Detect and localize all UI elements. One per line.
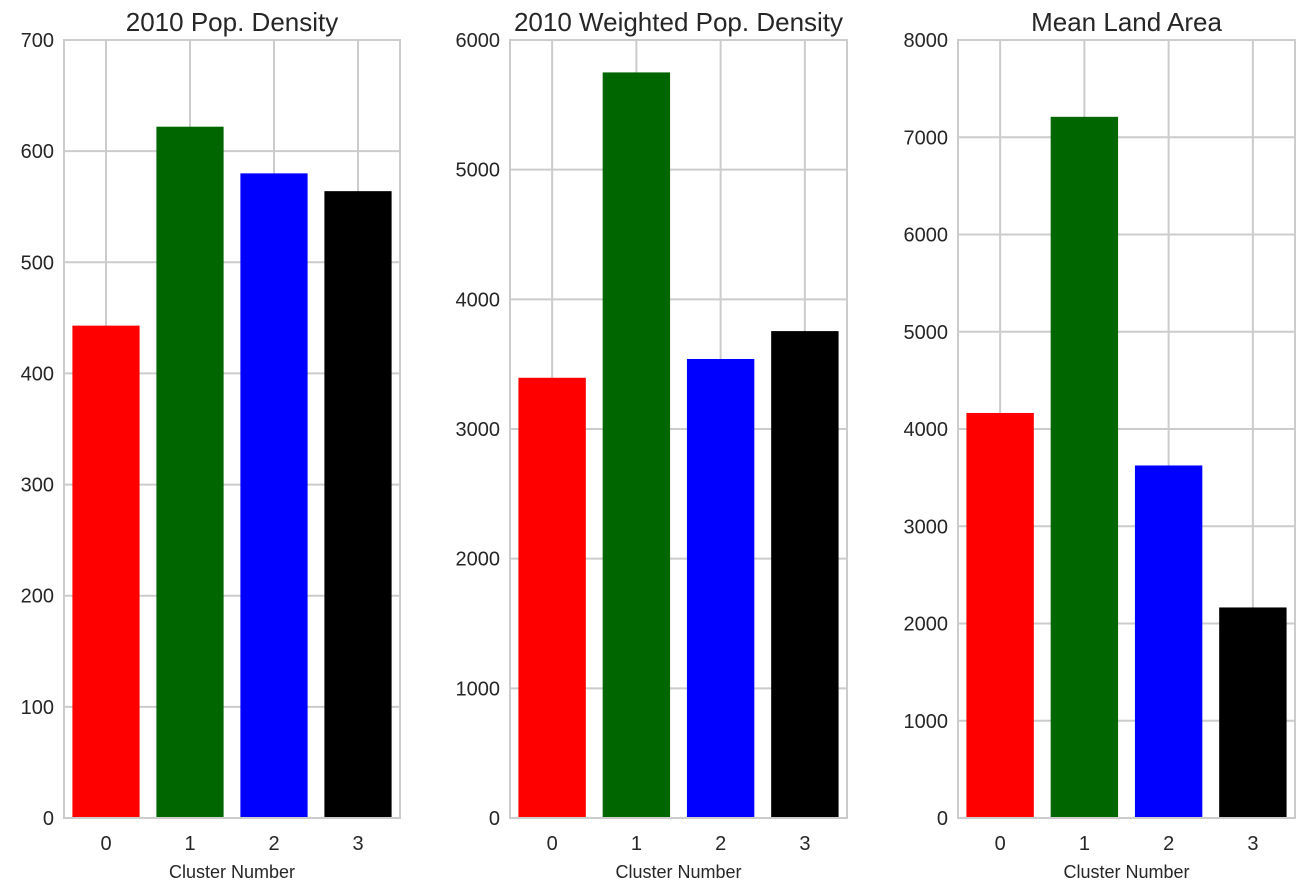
chart-title: 2010 Weighted Pop. Density [514, 7, 843, 37]
y-tick-label: 500 [21, 252, 54, 274]
chart-panel-0: 0 100 200 300 400 500 600 700 0 1 2 3 2010 Pop. Dens… [21, 7, 401, 882]
x-tick-label: 1 [631, 833, 642, 855]
bar-cluster-1 [156, 126, 224, 819]
y-tick-label: 0 [937, 808, 948, 830]
bar-cluster-0 [966, 412, 1034, 818]
bar-cluster-2 [1134, 465, 1203, 818]
bar-cluster-3 [324, 191, 392, 818]
chart-panel-1: 0 1000 2000 3000 4000 5000 6000 0 1 2 3 2010 Weight… [456, 7, 848, 882]
y-tick-label: 1000 [904, 711, 949, 733]
y-tick-label: 6000 [904, 225, 949, 247]
x-tick-label: 1 [1079, 833, 1090, 855]
y-tick-label: 400 [21, 363, 54, 385]
bar-cluster-1 [602, 72, 671, 818]
y-tick-label: 3000 [456, 419, 501, 441]
bar-cluster-2 [240, 173, 308, 818]
x-axis-label: Cluster Number [615, 862, 741, 882]
y-tick-label: 8000 [904, 30, 949, 52]
y-tick-label: 5000 [456, 160, 501, 182]
y-tick-label: 6000 [456, 30, 501, 52]
y-tick-label: 2000 [456, 549, 501, 571]
y-tick-label: 100 [21, 697, 54, 719]
bar-cluster-0 [72, 325, 140, 818]
x-tick-label: 1 [184, 833, 195, 855]
plot-frame [509, 39, 848, 819]
x-tick-label: 0 [995, 833, 1006, 855]
x-tick-label: 0 [547, 833, 558, 855]
y-tick-label: 0 [43, 808, 54, 830]
y-tick-label: 4000 [904, 419, 949, 441]
chart-panel-2: 0 1000 2000 3000 4000 5000 6000 7000 8000 0 1 2 3 Mea… [904, 7, 1296, 882]
bar-cluster-1 [1050, 116, 1119, 818]
bar-cluster-3 [1219, 607, 1287, 818]
y-tick-label: 1000 [456, 678, 501, 700]
plot-frame [63, 39, 401, 819]
x-tick-label: 0 [100, 833, 111, 855]
x-tick-label: 3 [352, 833, 363, 855]
y-tick-label: 5000 [904, 322, 949, 344]
x-tick-label: 3 [799, 833, 810, 855]
bar-cluster-3 [771, 331, 839, 818]
x-tick-label: 2 [715, 833, 726, 855]
bar-cluster-2 [686, 358, 755, 818]
x-tick-label: 2 [1163, 833, 1174, 855]
x-tick-label: 2 [268, 833, 279, 855]
y-tick-label: 7000 [904, 127, 949, 149]
chart-title: Mean Land Area [1031, 7, 1222, 37]
y-tick-label: 600 [21, 141, 54, 163]
x-axis-label: Cluster Number [1063, 862, 1189, 882]
y-tick-label: 0 [489, 808, 500, 830]
x-axis-label: Cluster Number [169, 862, 295, 882]
bar-cluster-0 [518, 377, 586, 818]
y-tick-label: 3000 [904, 516, 949, 538]
y-tick-label: 300 [21, 475, 54, 497]
plot-frame [957, 39, 1296, 819]
x-tick-label: 3 [1247, 833, 1258, 855]
y-tick-label: 4000 [456, 289, 501, 311]
y-tick-label: 2000 [904, 614, 949, 636]
chart-title: 2010 Pop. Density [126, 7, 338, 37]
y-tick-label: 700 [21, 30, 54, 52]
y-tick-label: 200 [21, 586, 54, 608]
